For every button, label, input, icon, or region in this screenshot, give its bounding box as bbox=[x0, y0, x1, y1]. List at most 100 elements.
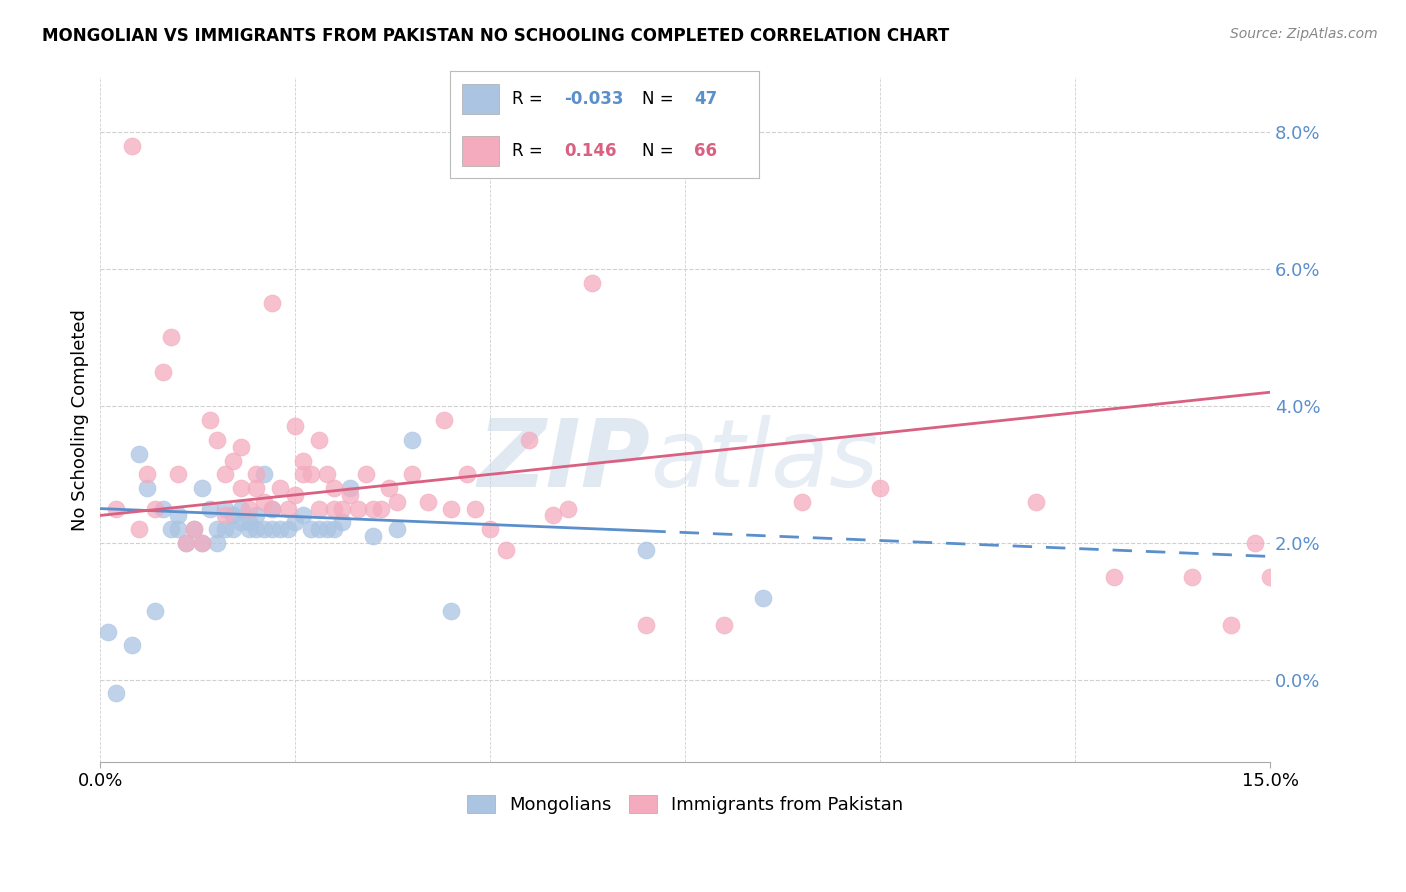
Point bbox=[214, 467, 236, 482]
Text: ZIP: ZIP bbox=[477, 415, 650, 507]
Point bbox=[207, 522, 229, 536]
Point bbox=[401, 433, 423, 447]
Point bbox=[385, 494, 408, 508]
Text: N =: N = bbox=[641, 142, 679, 160]
Text: MONGOLIAN VS IMMIGRANTS FROM PAKISTAN NO SCHOOLING COMPLETED CORRELATION CHART: MONGOLIAN VS IMMIGRANTS FROM PAKISTAN NO… bbox=[42, 27, 949, 45]
Point bbox=[167, 522, 190, 536]
Point bbox=[339, 481, 361, 495]
Point bbox=[330, 501, 353, 516]
Bar bbox=[463, 136, 499, 166]
Point bbox=[299, 522, 322, 536]
Point bbox=[245, 467, 267, 482]
Point bbox=[159, 522, 181, 536]
Point bbox=[636, 542, 658, 557]
Point bbox=[370, 501, 392, 516]
Point bbox=[253, 494, 276, 508]
Point bbox=[222, 453, 245, 467]
Point bbox=[104, 501, 127, 516]
Point bbox=[1025, 494, 1047, 508]
Point bbox=[104, 686, 127, 700]
Point bbox=[136, 481, 159, 495]
Point bbox=[339, 488, 361, 502]
Point bbox=[152, 365, 174, 379]
Point bbox=[143, 604, 166, 618]
Point bbox=[238, 522, 260, 536]
Legend: Mongolians, Immigrants from Pakistan: Mongolians, Immigrants from Pakistan bbox=[467, 795, 903, 814]
Point bbox=[198, 412, 221, 426]
Point bbox=[159, 330, 181, 344]
Point bbox=[222, 508, 245, 523]
Point bbox=[308, 522, 330, 536]
Point bbox=[214, 501, 236, 516]
Point bbox=[456, 467, 478, 482]
Point bbox=[440, 501, 463, 516]
Point bbox=[315, 467, 337, 482]
Point bbox=[260, 522, 283, 536]
Point bbox=[136, 467, 159, 482]
Point bbox=[253, 467, 276, 482]
Point bbox=[238, 501, 260, 516]
Point bbox=[190, 536, 212, 550]
Point bbox=[97, 624, 120, 639]
Point bbox=[557, 501, 579, 516]
Point bbox=[253, 522, 276, 536]
Point bbox=[183, 522, 205, 536]
Point bbox=[1220, 618, 1243, 632]
Point bbox=[378, 481, 401, 495]
Point bbox=[636, 618, 658, 632]
Point bbox=[440, 604, 463, 618]
Point bbox=[315, 522, 337, 536]
Point bbox=[363, 501, 385, 516]
Text: N =: N = bbox=[641, 90, 679, 108]
Point bbox=[416, 494, 439, 508]
Point bbox=[432, 412, 454, 426]
Point bbox=[323, 481, 346, 495]
Text: Source: ZipAtlas.com: Source: ZipAtlas.com bbox=[1230, 27, 1378, 41]
Point bbox=[229, 515, 252, 529]
Point bbox=[541, 508, 564, 523]
Point bbox=[308, 433, 330, 447]
Point bbox=[128, 447, 150, 461]
Point bbox=[128, 522, 150, 536]
Point bbox=[183, 522, 205, 536]
Point bbox=[229, 481, 252, 495]
Point bbox=[581, 276, 603, 290]
Point bbox=[207, 433, 229, 447]
Point bbox=[284, 488, 307, 502]
Point bbox=[174, 536, 197, 550]
Point bbox=[245, 522, 267, 536]
Point bbox=[1181, 570, 1204, 584]
Point bbox=[207, 536, 229, 550]
Text: -0.033: -0.033 bbox=[564, 90, 624, 108]
Point bbox=[495, 542, 517, 557]
Point bbox=[869, 481, 891, 495]
Y-axis label: No Schooling Completed: No Schooling Completed bbox=[72, 309, 89, 531]
Point bbox=[143, 501, 166, 516]
Point bbox=[752, 591, 775, 605]
Text: 66: 66 bbox=[695, 142, 717, 160]
Point bbox=[323, 501, 346, 516]
Point bbox=[152, 501, 174, 516]
Text: R =: R = bbox=[512, 90, 548, 108]
Point bbox=[1243, 536, 1265, 550]
Point bbox=[277, 522, 299, 536]
Point bbox=[260, 296, 283, 310]
Point bbox=[292, 508, 315, 523]
Point bbox=[245, 508, 267, 523]
Point bbox=[245, 481, 267, 495]
Point bbox=[222, 522, 245, 536]
Point bbox=[277, 501, 299, 516]
Point bbox=[292, 453, 315, 467]
Point bbox=[121, 639, 143, 653]
Point bbox=[238, 515, 260, 529]
Bar bbox=[463, 84, 499, 114]
Point bbox=[174, 536, 197, 550]
Point bbox=[385, 522, 408, 536]
Text: 47: 47 bbox=[695, 90, 717, 108]
Point bbox=[229, 501, 252, 516]
Point bbox=[363, 529, 385, 543]
Point bbox=[190, 481, 212, 495]
Point bbox=[284, 419, 307, 434]
Point bbox=[346, 501, 368, 516]
Text: R =: R = bbox=[512, 142, 553, 160]
